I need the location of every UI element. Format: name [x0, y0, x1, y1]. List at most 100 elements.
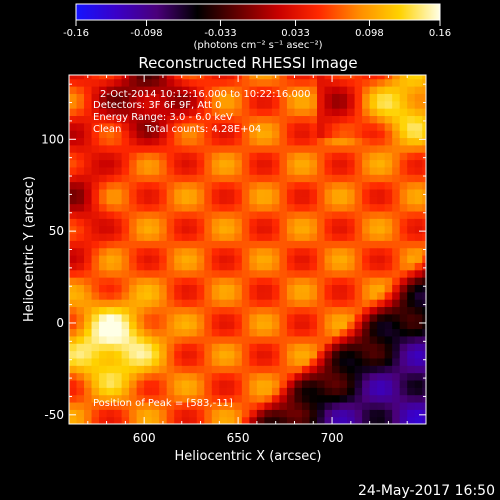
heatmap-cell	[234, 299, 243, 308]
heatmap-cell	[144, 343, 153, 352]
heatmap-cell	[324, 401, 333, 410]
heatmap-cell	[317, 159, 326, 168]
heatmap-cell	[414, 75, 423, 80]
heatmap-cell	[76, 100, 85, 109]
heatmap-cell	[189, 299, 198, 308]
heatmap-cell	[354, 277, 363, 286]
heatmap-cell	[226, 357, 235, 366]
heatmap-cell	[377, 255, 386, 263]
heatmap-cell	[159, 284, 168, 293]
annotation-method: Clean	[93, 124, 121, 135]
heatmap-cell	[347, 130, 356, 139]
heatmap-cell	[286, 86, 296, 94]
heatmap-cell	[339, 365, 348, 374]
heatmap-cell	[279, 137, 288, 146]
heatmap-cell	[362, 78, 371, 87]
heatmap-cell	[377, 240, 386, 249]
heatmap-cell	[362, 159, 371, 168]
heatmap-cell	[377, 93, 386, 102]
heatmap-cell	[256, 137, 266, 146]
heatmap-cell	[226, 255, 235, 263]
heatmap-cell	[91, 86, 100, 94]
heatmap-cell	[166, 159, 175, 168]
heatmap-cell	[264, 225, 273, 234]
heatmap-cell	[196, 86, 205, 94]
heatmap-cell	[332, 343, 341, 352]
heatmap-cell	[339, 181, 348, 190]
heatmap-cell	[226, 137, 235, 146]
heatmap-cell	[271, 247, 281, 256]
heatmap-cell	[136, 321, 145, 330]
heatmap-cell	[309, 188, 318, 197]
heatmap-cell	[339, 379, 348, 388]
heatmap-cell	[121, 343, 130, 352]
heatmap-cell	[196, 115, 205, 124]
heatmap-cell	[99, 196, 108, 205]
heatmap-cell	[354, 350, 363, 359]
heatmap-cell	[317, 335, 326, 344]
heatmap-cell	[286, 174, 296, 183]
heatmap-cell	[159, 343, 168, 352]
heatmap-cell	[151, 152, 160, 161]
heatmap-cell	[309, 78, 318, 87]
heatmap-cell	[121, 409, 130, 418]
heatmap-cell	[91, 350, 100, 359]
heatmap-cell	[129, 321, 138, 330]
heatmap-cell	[84, 357, 93, 366]
heatmap-cell	[114, 100, 123, 109]
heatmap-cell	[309, 93, 318, 102]
heatmap-cell	[91, 122, 100, 131]
heatmap-cell	[286, 188, 296, 197]
heatmap-cell	[279, 203, 288, 212]
heatmap-cell	[76, 247, 85, 256]
heatmap-cell	[151, 210, 160, 219]
heatmap-cell	[309, 365, 318, 374]
heatmap-cell	[279, 284, 288, 293]
heatmap-cell	[121, 174, 130, 183]
heatmap-cell	[347, 78, 356, 87]
heatmap-cell	[301, 100, 311, 109]
heatmap-cell	[181, 416, 190, 424]
heatmap-cell	[196, 210, 205, 219]
heatmap-cell	[204, 409, 213, 418]
heatmap-cell	[414, 188, 423, 197]
heatmap-cell	[76, 152, 85, 161]
heatmap-cell	[271, 262, 281, 271]
heatmap-cell	[151, 401, 160, 410]
heatmap-cell	[369, 75, 378, 80]
heatmap-cell	[392, 93, 401, 102]
heatmap-cell	[166, 299, 175, 308]
heatmap-cell	[76, 343, 85, 352]
heatmap-cell	[151, 93, 160, 102]
heatmap-cell	[69, 86, 78, 94]
heatmap-cell	[279, 152, 288, 161]
heatmap-cell	[174, 174, 183, 183]
heatmap-cell	[264, 321, 273, 330]
heatmap-cell	[294, 343, 303, 352]
heatmap-cell	[407, 122, 416, 131]
heatmap-cell	[76, 409, 85, 418]
heatmap-cell	[181, 372, 190, 381]
heatmap-cell	[114, 350, 123, 359]
heatmap-cell	[181, 93, 190, 102]
heatmap-cell	[279, 130, 288, 139]
heatmap-cell	[114, 159, 123, 168]
heatmap-cell	[339, 203, 348, 212]
heatmap-cell	[181, 291, 190, 300]
heatmap-cell	[317, 379, 326, 388]
heatmap-cell	[249, 379, 258, 388]
heatmap-cell	[301, 144, 311, 153]
heatmap-cell	[189, 86, 198, 94]
heatmap-cell	[369, 328, 378, 337]
heatmap-cell	[106, 350, 115, 359]
heatmap-cell	[204, 401, 213, 410]
heatmap-cell	[369, 306, 378, 315]
heatmap-cell	[211, 130, 220, 139]
heatmap-cell	[144, 108, 153, 117]
heatmap-cell	[84, 409, 93, 418]
heatmap-cell	[159, 321, 168, 330]
heatmap-cell	[384, 379, 393, 388]
heatmap-cell	[392, 181, 401, 190]
heatmap-cell	[256, 210, 266, 219]
heatmap-cell	[301, 75, 311, 80]
